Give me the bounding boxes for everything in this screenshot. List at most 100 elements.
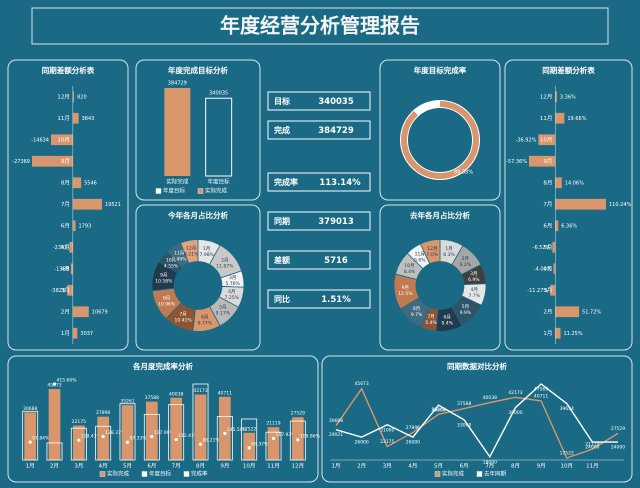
value-label: 30688: [23, 406, 37, 412]
slice-label: 9.17%: [216, 311, 231, 317]
bar: [218, 396, 231, 460]
kpi-label: 完成: [274, 125, 290, 135]
kpi-label: 差额: [273, 255, 290, 265]
value-label: 35261: [120, 399, 134, 405]
legend-label: 年度目标: [149, 470, 172, 478]
category-label: 7月: [485, 463, 494, 470]
bar: [72, 177, 82, 189]
rate-point: [101, 434, 105, 439]
slice-label: 9.9%: [460, 310, 472, 316]
point-label: 47569: [534, 387, 548, 393]
rate-point: [52, 382, 57, 386]
kpi-box: [267, 120, 371, 140]
bar: [145, 401, 158, 460]
rate-label: 97.33%: [130, 436, 148, 442]
slice-label: 9.77%: [198, 320, 213, 326]
legend-label: 实际完成: [107, 470, 130, 478]
panel: [504, 59, 633, 351]
rate-label: 415.60%: [57, 378, 78, 384]
slice-category: 3月: [229, 275, 236, 281]
bar: [555, 327, 561, 339]
kpi-value: 5716: [324, 256, 348, 266]
value-label: 11.25%: [564, 331, 583, 337]
bar: [32, 155, 73, 167]
point-label: 40038: [483, 395, 497, 401]
kpi-label: 同期: [274, 216, 290, 226]
bar: [216, 416, 233, 461]
bar: [95, 425, 112, 461]
category-label: 10月: [560, 463, 573, 470]
category-label: 5月: [543, 244, 552, 251]
rate-label: 127.90%: [154, 430, 175, 436]
panel-title: 各月度完成率分析: [132, 361, 193, 371]
rate-label: 108.41%: [81, 434, 102, 440]
rate-label: 112.41%: [178, 433, 199, 439]
bar: [97, 416, 110, 460]
point-label: 17522: [560, 451, 574, 457]
category-label: 8月: [61, 179, 70, 186]
value-label: 40711: [218, 390, 232, 396]
slice-label: 5.4%: [425, 320, 437, 326]
slice-label: 7.98%: [200, 252, 215, 258]
bar: [51, 134, 73, 146]
bar: [143, 413, 160, 461]
slice-label: 5.76%: [225, 281, 240, 287]
bar: [550, 284, 556, 296]
slice-label: 8.4%: [404, 269, 416, 275]
kpi-value: 340035: [318, 97, 354, 107]
rate-point: [296, 438, 300, 442]
category-label: 10月: [57, 136, 70, 143]
bar: [552, 241, 556, 253]
panel-title: 同期差额分析表: [542, 65, 595, 75]
bar: [72, 425, 85, 460]
category-label: 6月: [543, 222, 552, 229]
point-label: 40711: [534, 393, 548, 399]
gauge-arc: [400, 101, 479, 179]
kpi-value: 113.14%: [319, 178, 361, 188]
bar: [164, 88, 191, 176]
panel: [321, 355, 633, 483]
slice-label: 9.2%: [460, 262, 472, 268]
kpi-box: [267, 250, 371, 270]
panel-title: 同期数据对比分析: [447, 361, 507, 371]
bar: [529, 155, 556, 167]
slice-category: 7月: [179, 312, 186, 318]
bar: [168, 404, 185, 461]
slice-category: 8月: [163, 296, 170, 302]
category-label: 4月: [543, 265, 552, 272]
slice-category: 2月: [221, 258, 228, 264]
category-label: 9月: [543, 158, 552, 165]
bar: [72, 220, 76, 232]
value-label: 384729: [168, 81, 187, 87]
value-label: 14.06%: [565, 180, 584, 186]
kpi-box: [267, 91, 371, 111]
point-label: 22175: [380, 439, 394, 445]
point-label: 24000: [611, 445, 625, 451]
bar: [555, 220, 559, 232]
value-label: 22175: [72, 419, 86, 425]
panel: [135, 59, 261, 201]
category-label: 12月: [540, 93, 553, 100]
legend-swatch: [141, 471, 148, 477]
value-label: -36.92%: [516, 137, 537, 143]
panel-title: 同期差额分析表: [42, 65, 95, 75]
rate-point: [271, 436, 276, 441]
slice-category: 6月: [201, 314, 208, 320]
point-label: 30688: [329, 418, 343, 424]
rate-label: 97.84%: [32, 436, 50, 442]
legend-swatch: [476, 471, 483, 477]
value-label: -6.52%: [533, 245, 551, 251]
rate-point: [223, 431, 227, 435]
category-label: 3月: [61, 287, 70, 294]
legend-swatch: [434, 471, 441, 477]
point-label: 21119: [585, 442, 599, 448]
category-label: 10月: [243, 463, 256, 470]
category-label: 11月: [57, 115, 70, 122]
category-label: 5月: [434, 463, 443, 470]
slice-label: 6.21%: [184, 252, 199, 258]
panel: [135, 204, 261, 351]
point-label: 24000: [585, 445, 599, 451]
series-line: [335, 383, 618, 459]
legend-label: 去年同期: [484, 470, 507, 478]
bar: [538, 134, 556, 146]
